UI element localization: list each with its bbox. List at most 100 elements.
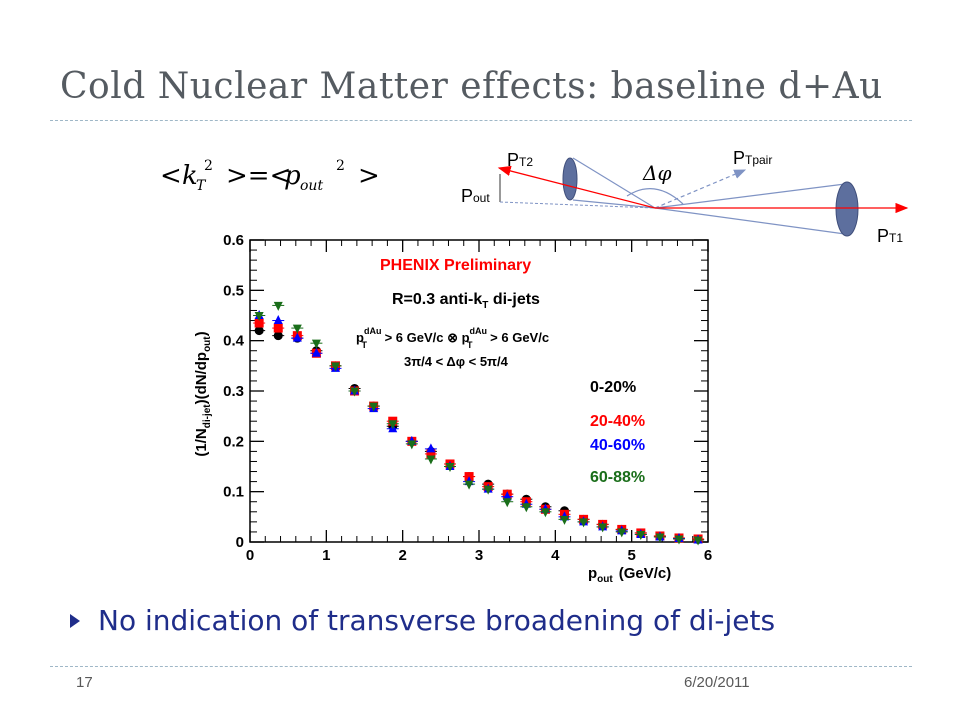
point-40-60pct [273,315,283,325]
algorithm-label: R=0.3 anti-kT di-jets [392,291,540,311]
x-tick-label: 0 [246,547,254,564]
jet2-cone-cap [562,157,578,201]
point-60-88pct [693,536,703,546]
point-60-88pct [655,533,665,543]
dphi-label: Δφ [642,161,671,185]
point-40-60pct [292,332,302,342]
y-tick-label: 0 [236,534,244,551]
point-60-88pct [311,339,321,349]
x-tick-label: 3 [475,547,483,564]
slide-date: 6/20/2011 [684,674,750,691]
pt-cut-label: pdAu T > 6 GeV/c ⊗ pdAu T > 6 GeV/c [356,326,549,350]
svg-text:<: < [160,161,182,191]
x-tick-label: 5 [627,547,635,564]
pt2-label: P [507,150,519,170]
point-60-88pct [292,324,302,334]
pout-distribution-chart: 0 1 2 3 4 5 6 0 0.1 0.2 0.3 0.4 0.5 0.6 (1/Ndi-jet)(d… [193,232,712,585]
point-60-88pct [502,498,512,508]
legend: 0-20% 20-40% 40-60% 60-88% [590,379,645,486]
point-0-20pct [273,331,283,341]
point-60-88pct [330,362,340,372]
point-60-88pct [407,440,417,450]
ptpair-label-sub: Tpair [745,153,772,167]
jet1-cone-cap [835,181,859,237]
bullet-point: No indication of transverse broadening o… [70,604,775,637]
point-0-20pct [254,326,264,336]
point-20-40pct [426,449,436,459]
point-60-88pct [674,535,684,545]
point-60-88pct [579,518,589,528]
axes-group: 0 1 2 3 4 5 6 0 0.1 0.2 0.3 0.4 0.5 0.6 [223,232,712,564]
svg-text:2: 2 [336,158,345,174]
point-60-88pct [445,463,455,472]
x-tick-label: 1 [322,547,330,564]
pt1-label-sub: T1 [889,231,903,245]
pout-label-sub: out [473,191,490,205]
point-40-60pct [426,443,436,453]
pt2-vector [497,165,656,209]
svg-text:out: out [300,178,323,194]
y-tick-label: 0.5 [223,282,244,299]
pout-dashed-line [499,201,656,209]
cone2-lower-edge [572,199,656,209]
data-points [253,301,705,546]
point-20-40pct [273,323,283,333]
point-60-88pct [350,387,360,397]
slide-title: Cold Nuclear Matter effects: baseline d+… [60,66,883,107]
pout-label: P [461,186,473,206]
legend-entry-40-60pct: 40-60% [590,437,645,454]
cone1-upper-edge [654,183,846,209]
point-60-88pct [483,485,493,495]
preliminary-label: PHENIX Preliminary [380,257,531,274]
point-60-88pct [369,402,379,412]
x-tick-label: 4 [551,547,560,564]
y-tick-label: 0.1 [223,484,244,501]
x-tick-label: 6 [704,547,712,564]
pt2-label-sub: T2 [519,155,533,169]
x-tick-label: 2 [398,547,406,564]
footer-divider [50,666,912,667]
dijet-kinematics-diagram: P T2 P out P Tpair P T1 Δφ [461,148,909,246]
cone1-lower-edge [654,207,846,235]
dphi-cut-label: 3π/4 < Δφ < 5π/4 [404,354,509,369]
legend-entry-60-88pct: 60-88% [590,469,645,486]
svg-text:p: p [284,161,301,191]
y-tick-label: 0.3 [223,383,244,400]
point-60-88pct [617,528,627,538]
point-60-88pct [636,530,646,540]
y-tick-label: 0.6 [223,232,244,249]
plot-frame [249,239,709,543]
point-40-60pct [311,347,321,357]
ptpair-label: P [733,148,745,168]
triangle-bullet-icon [70,613,80,628]
legend-entry-0-20pct: 0-20% [590,379,636,396]
ptpair-vector [654,169,747,209]
point-40-60pct [502,491,512,501]
point-60-88pct [273,301,283,311]
point-60-88pct [426,455,436,465]
page-number: 17 [76,674,93,691]
title-divider [50,120,912,121]
point-60-88pct [540,508,550,518]
svg-text:T: T [196,178,207,194]
point-20-40pct [254,318,264,328]
x-axis-label: pout (GeV/c) [588,565,671,585]
point-60-88pct [559,515,569,525]
svg-text:>=<: >=< [226,161,291,191]
y-tick-label: 0.4 [223,333,245,350]
kt-pout-equation: < k T 2 >=< p out 2 > [160,158,380,194]
legend-entry-20-40pct: 20-40% [590,413,645,430]
svg-text:2: 2 [204,158,213,174]
bullet-text: No indication of transverse broadening o… [98,604,776,637]
svg-text:k: k [182,161,198,191]
point-60-88pct [464,480,474,490]
y-tick-label: 0.2 [223,433,244,450]
pt1-label: P [877,226,889,246]
point-60-88pct [521,503,531,513]
cone2-upper-edge [572,157,656,209]
point-60-88pct [598,523,608,533]
svg-text:>: > [358,161,380,191]
point-60-88pct [254,312,264,321]
y-axis-label: (1/Ndi-jet)(dN/dpout) [193,331,213,456]
point-60-88pct [388,420,398,430]
